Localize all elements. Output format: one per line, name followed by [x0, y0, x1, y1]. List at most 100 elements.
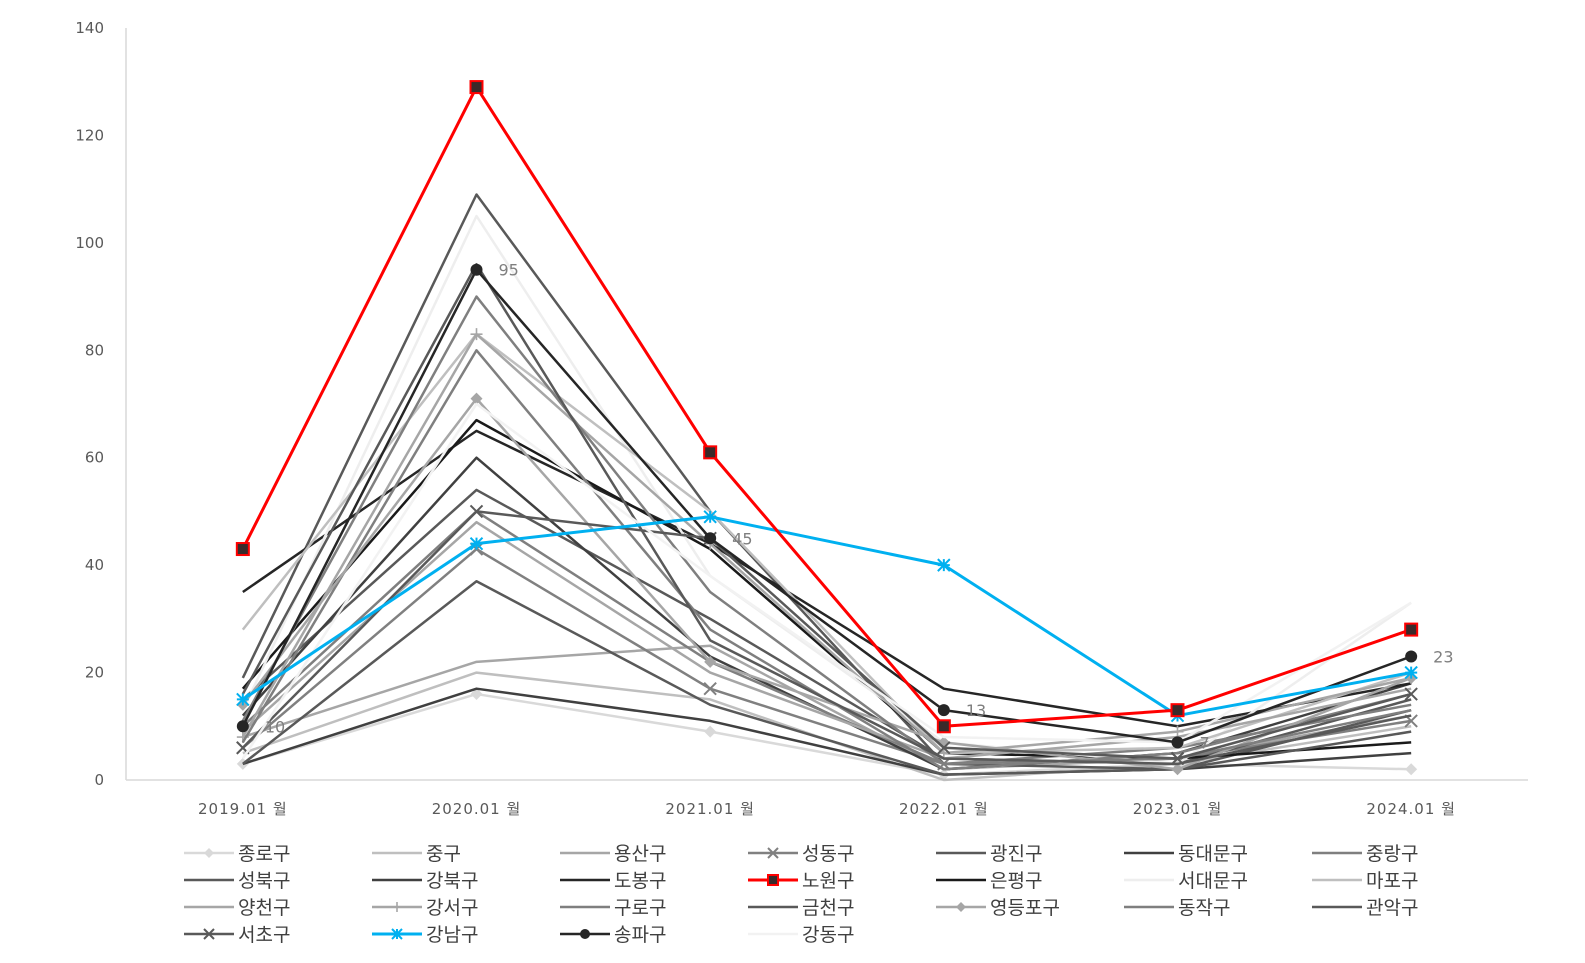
data-point — [1405, 763, 1418, 776]
y-tick-label: 100 — [75, 234, 104, 252]
data-labels: 10 95 45 13 7 23 — [265, 261, 1454, 753]
legend-item: 강동구 — [748, 924, 854, 946]
y-tick-label: 20 — [85, 664, 104, 682]
data-point — [937, 741, 951, 755]
data-point — [1170, 703, 1185, 718]
x-tick-label: 2021.01 월 — [665, 800, 755, 818]
data-point — [703, 445, 718, 460]
x-tick-label: 2020.01 월 — [432, 800, 522, 818]
data-point — [703, 510, 717, 524]
legend-marker — [203, 928, 215, 940]
series-line — [242, 515, 1412, 718]
data-point — [703, 681, 717, 696]
series-line — [241, 332, 1412, 755]
series-서대문구 — [241, 214, 1412, 766]
data-point — [470, 263, 483, 276]
legend-item: 강서구 — [372, 897, 478, 919]
y-tick-label: 40 — [85, 556, 104, 574]
legend-label: 동작구 — [1178, 897, 1230, 919]
legend-item: 성북구 — [184, 870, 290, 892]
legend-label: 광진구 — [990, 843, 1042, 865]
legend-label: 강북구 — [426, 870, 478, 892]
series-line — [241, 332, 1412, 755]
series-line — [241, 510, 1412, 766]
x-tick-label: 2023.01 월 — [1133, 800, 1223, 818]
axes: 0 20 40 60 80 100 120 140 2019.01 월 2020.01 월 2021… — [75, 19, 1528, 818]
x-tick-label: 2024.01 월 — [1366, 800, 1456, 818]
data-point — [470, 392, 483, 405]
series-line — [242, 692, 1412, 776]
legend-marker — [391, 928, 403, 940]
data-point — [704, 655, 717, 668]
data-label: 10 — [265, 717, 285, 736]
data-point — [469, 504, 484, 519]
legend-label: 노원구 — [802, 870, 854, 892]
data-label: 13 — [966, 701, 986, 720]
series-line — [241, 214, 1412, 766]
series-성북구 — [241, 193, 1412, 771]
legend-item: 중랑구 — [1312, 843, 1418, 865]
legend-label: 송파구 — [614, 924, 666, 946]
data-point — [1171, 763, 1184, 776]
data-point — [704, 532, 717, 545]
series-노원구 — [235, 80, 1419, 734]
legend-marker — [392, 902, 402, 912]
series-line — [241, 85, 1412, 728]
series-line — [241, 295, 1412, 766]
data-point — [236, 692, 250, 707]
data-label: 7 — [1200, 733, 1210, 752]
series-금천구 — [242, 580, 1412, 776]
data-point — [1404, 687, 1418, 701]
legend-marker — [767, 847, 779, 859]
data-point — [470, 688, 483, 701]
data-point — [937, 558, 951, 572]
legend-label: 종로구 — [238, 843, 290, 865]
data-point — [1404, 665, 1418, 680]
data-point — [235, 542, 250, 557]
series-강동구 — [241, 402, 1412, 760]
y-tick-label: 0 — [94, 771, 104, 789]
x-tick-label: 2022.01 월 — [899, 800, 989, 818]
y-tick-label: 120 — [75, 126, 104, 144]
legend-label: 중랑구 — [1366, 843, 1418, 865]
data-point — [469, 80, 484, 95]
legend-label: 성동구 — [802, 843, 854, 865]
legend-item: 동작구 — [1124, 897, 1230, 919]
legend-item: 광진구 — [936, 843, 1042, 865]
data-label: 23 — [1433, 647, 1453, 666]
x-tick-label: 2019.01 월 — [198, 800, 288, 818]
legend-label: 마포구 — [1366, 870, 1418, 892]
legend-item: 용산구 — [560, 843, 666, 865]
legend-item: 강북구 — [372, 870, 478, 892]
y-tick-label: 80 — [85, 341, 104, 359]
series-중랑구 — [241, 510, 1412, 766]
legend-item: 구로구 — [560, 897, 666, 919]
legend-label: 금천구 — [802, 897, 854, 919]
series-마포구 — [241, 332, 1412, 755]
legend-label: 동대문구 — [1178, 843, 1248, 865]
data-point — [236, 720, 249, 733]
series-line — [241, 397, 1412, 771]
series-line — [241, 510, 1412, 760]
legend-marker — [767, 874, 779, 886]
legend-item: 노원구 — [748, 870, 854, 892]
legend-item: 도봉구 — [560, 870, 666, 892]
legend-label: 영등포구 — [990, 897, 1060, 919]
data-point — [936, 719, 951, 734]
series-line — [241, 402, 1412, 760]
legend-item: 성동구 — [748, 843, 854, 865]
legend-label: 서대문구 — [1178, 870, 1248, 892]
data-point — [1170, 751, 1185, 766]
legend-marker — [956, 902, 966, 912]
legend-item: 종로구 — [184, 843, 290, 865]
legend-label: 서초구 — [238, 924, 290, 946]
legend-label: 관악구 — [1366, 897, 1418, 919]
legend-label: 양천구 — [238, 897, 290, 919]
legend-item: 서대문구 — [1124, 870, 1248, 892]
legend-label: 강서구 — [426, 897, 478, 919]
legend-item: 마포구 — [1312, 870, 1418, 892]
series-lines — [235, 80, 1419, 782]
series-동작구 — [241, 295, 1412, 766]
legend-item: 관악구 — [1312, 897, 1418, 919]
